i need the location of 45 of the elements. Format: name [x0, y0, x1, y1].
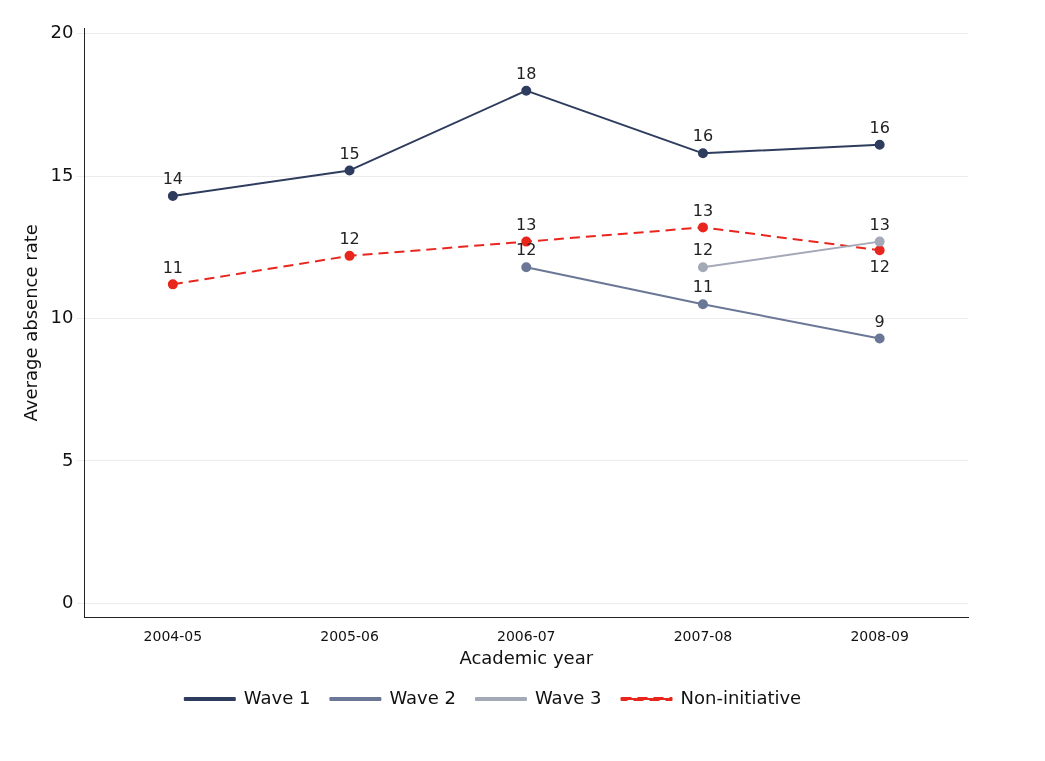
- legend-label: Non-initiative: [680, 686, 802, 708]
- point: [521, 85, 532, 96]
- y-tick-label: 0: [62, 591, 74, 613]
- x-tick-label: 2008-09: [850, 627, 909, 644]
- point: [697, 299, 708, 310]
- data-label: 11: [692, 277, 714, 297]
- legend-label: Wave 1: [243, 686, 311, 708]
- y-tick-label: 10: [50, 306, 74, 328]
- data-label: 13: [869, 214, 890, 234]
- y-tick-label: 15: [50, 163, 74, 185]
- x-tick-label: 2006-07: [497, 627, 556, 644]
- point: [167, 279, 178, 290]
- point: [874, 139, 885, 150]
- data-label: 11: [162, 257, 184, 277]
- point: [697, 148, 708, 159]
- data-label: 16: [869, 117, 890, 137]
- data-label: 15: [339, 143, 360, 163]
- legend-label: Wave 3: [534, 686, 602, 708]
- point: [874, 333, 885, 344]
- x-tick-label: 2004-05: [143, 627, 203, 644]
- y-axis-title: Average absence rate: [20, 224, 42, 422]
- data-label: 13: [692, 200, 714, 220]
- point: [521, 262, 532, 273]
- data-label: 13: [516, 214, 537, 234]
- data-label: 18: [516, 63, 537, 83]
- point: [874, 245, 885, 256]
- x-tick-label: 2005-06: [320, 627, 379, 644]
- data-label: 16: [692, 126, 714, 146]
- point: [344, 165, 355, 176]
- y-tick-label: 5: [62, 448, 74, 470]
- y-tick-label: 20: [50, 21, 74, 43]
- data-label: 12: [869, 257, 890, 277]
- data-label: 12: [339, 229, 360, 249]
- legend-label: Wave 2: [389, 686, 456, 708]
- x-tick-label: 2007-08: [673, 627, 733, 644]
- data-label: 12: [516, 240, 537, 260]
- data-label: 12: [692, 240, 714, 260]
- data-label: 14: [162, 169, 184, 189]
- point: [874, 236, 885, 247]
- point: [344, 250, 355, 261]
- x-axis-title: Academic year: [459, 646, 594, 668]
- point: [697, 262, 708, 273]
- point: [697, 222, 708, 233]
- data-label: 9: [874, 311, 885, 331]
- point: [167, 191, 178, 202]
